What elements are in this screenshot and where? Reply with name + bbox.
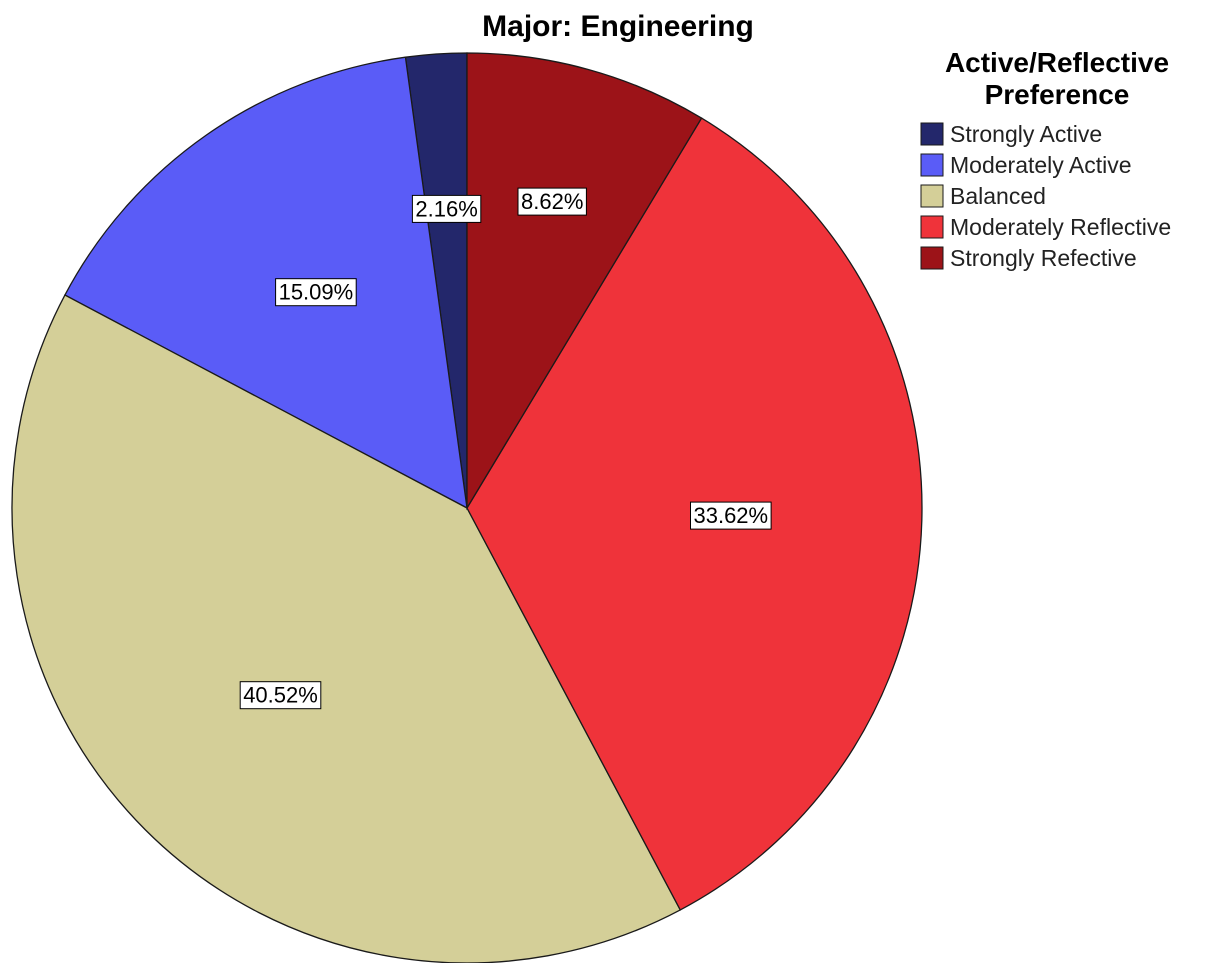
legend-item-moderately-active: Moderately Active: [920, 152, 1132, 178]
slice-label-box: [690, 501, 772, 530]
slice-label-text: 15.09%: [279, 280, 354, 305]
slice-label-moderately-active: 15.09%: [275, 278, 357, 307]
slice-label-text: 2.16%: [415, 196, 477, 221]
legend-label: Strongly Active: [950, 121, 1102, 147]
legend: Active/Reflective Preference Strongly Ac…: [920, 47, 1171, 271]
legend-item-strongly-refective: Strongly Refective: [920, 245, 1137, 271]
legend-label: Moderately Active: [950, 152, 1132, 178]
pie-slice-strongly-refective: [466, 52, 703, 511]
legend-item-moderately-reflective: Moderately Reflective: [920, 214, 1171, 240]
legend-swatch: [920, 246, 944, 270]
legend-items: Strongly Active Moderately Active Balanced…: [920, 121, 1171, 271]
slice-label-balanced: 40.52%: [239, 681, 322, 710]
legend-item-balanced: Balanced: [920, 183, 1046, 209]
pie-slice-moderately-active: [64, 56, 468, 510]
legend-item-strongly-active: Strongly Active: [920, 121, 1102, 147]
legend-title-line-2: Preference: [985, 79, 1130, 110]
slice-label-box: [517, 187, 587, 216]
slice-label-box: [411, 194, 482, 223]
legend-label: Balanced: [950, 183, 1046, 209]
legend-swatch: [920, 184, 944, 208]
slice-label-strongly-active: 2.16%: [411, 194, 482, 223]
pie-slice-balanced: [11, 294, 682, 963]
slice-label-text: 8.62%: [521, 189, 583, 214]
slice-label-text: 33.62%: [693, 503, 768, 528]
pie-slices: [11, 52, 923, 963]
legend-swatch: [920, 122, 944, 146]
slice-label-box: [239, 681, 322, 710]
chart-title: Major: Engineering: [482, 10, 754, 43]
slice-label-strongly-refective: 8.62%: [517, 187, 587, 216]
legend-label: Moderately Reflective: [950, 214, 1171, 240]
legend-title-line-1: Active/Reflective: [945, 47, 1169, 78]
slice-label-moderately-reflective: 33.62%: [690, 501, 772, 530]
slice-label-text: 40.52%: [243, 683, 318, 708]
legend-swatch: [920, 215, 944, 239]
legend-swatch: [920, 153, 944, 177]
slice-labels: 2.16% 15.09% 40.52% 33.62% 8.62%: [239, 187, 772, 710]
legend-label: Strongly Refective: [950, 245, 1137, 271]
slice-label-box: [275, 278, 357, 307]
